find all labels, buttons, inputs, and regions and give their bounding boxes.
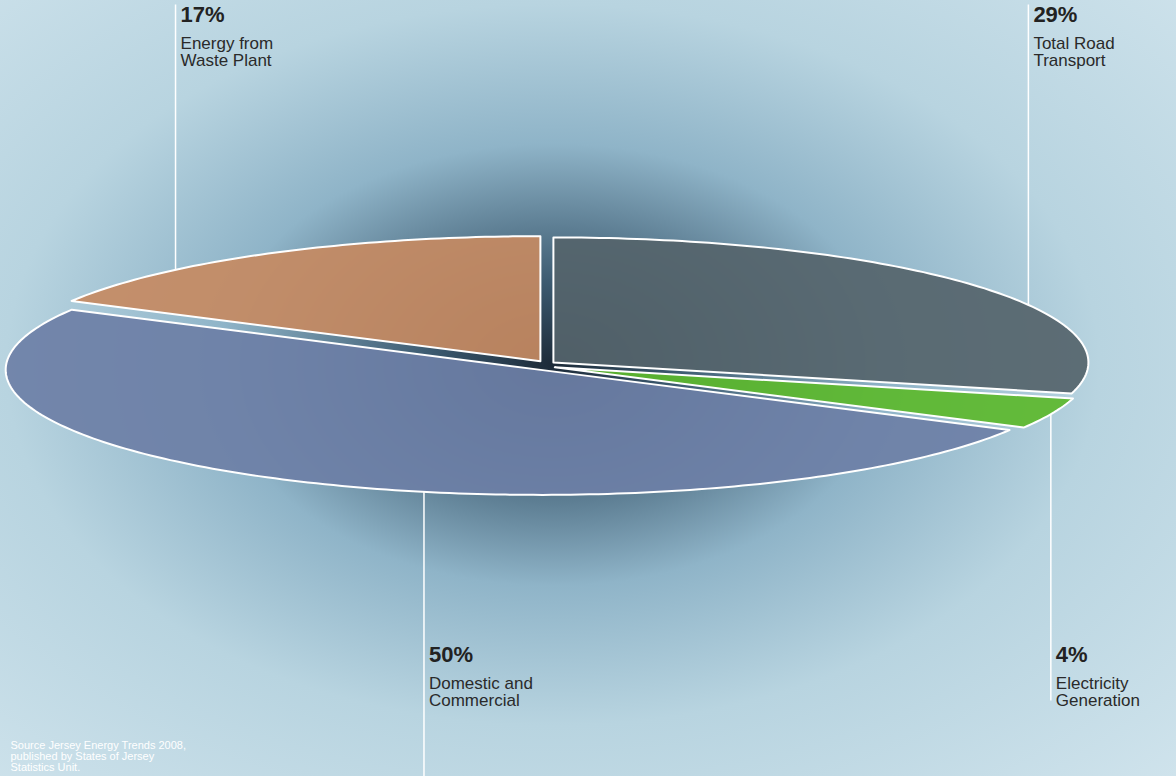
svg-text:4%: 4% bbox=[1056, 642, 1088, 667]
svg-text:Source Jersey Energy Trends 20: Source Jersey Energy Trends 2008,publish… bbox=[11, 739, 186, 773]
svg-text:Domestic andCommercial: Domestic andCommercial bbox=[429, 674, 533, 710]
svg-text:Total RoadTransport: Total RoadTransport bbox=[1033, 34, 1114, 70]
svg-text:50%: 50% bbox=[429, 642, 473, 667]
svg-text:29%: 29% bbox=[1033, 2, 1077, 27]
svg-text:Energy fromWaste Plant: Energy fromWaste Plant bbox=[181, 34, 274, 70]
svg-text:17%: 17% bbox=[181, 2, 225, 27]
svg-text:ElectricityGeneration: ElectricityGeneration bbox=[1056, 674, 1140, 710]
